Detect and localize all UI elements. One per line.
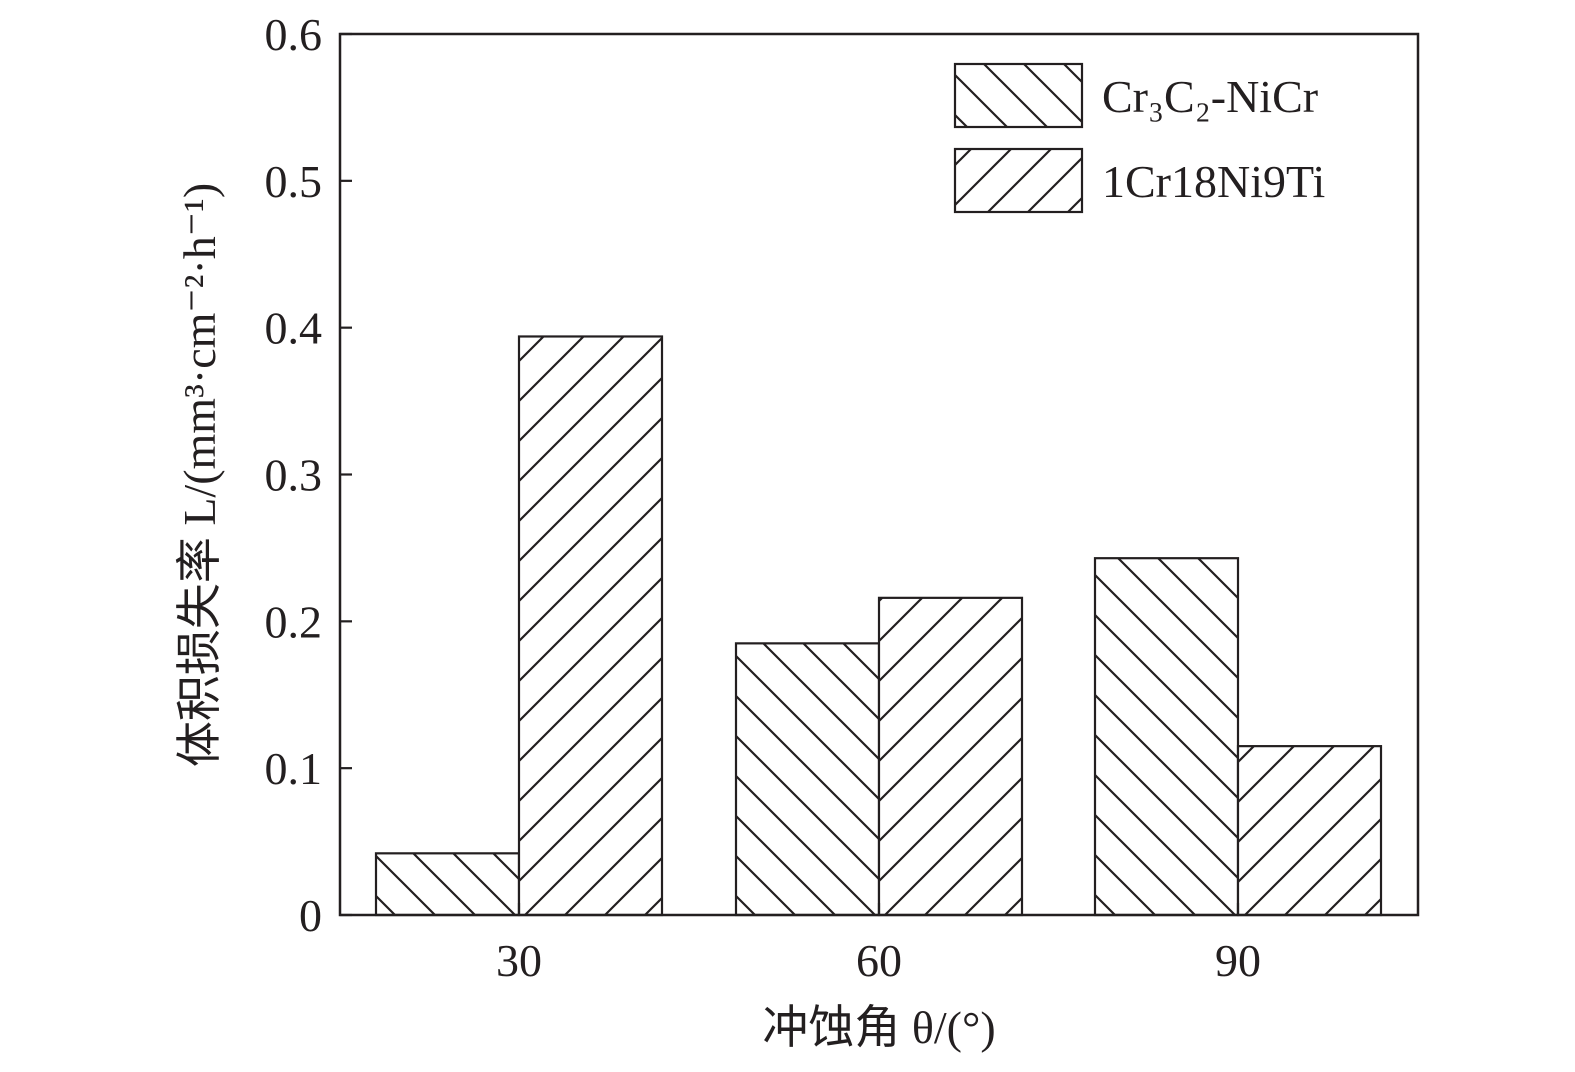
legend-label-1: Cr₃C₂-NiCr xyxy=(1102,71,1318,122)
bar-series1-90 xyxy=(1093,557,1240,917)
y-tick-label: 0.2 xyxy=(265,596,323,647)
y-tick-label: 0.4 xyxy=(265,303,323,354)
x-axis-title: 冲蚀角 θ/(°) xyxy=(762,1002,995,1053)
x-tick-label: 30 xyxy=(496,935,542,986)
y-tick-label: 0.5 xyxy=(265,156,323,207)
bars-layer xyxy=(374,335,1383,917)
bar-series2-30 xyxy=(517,335,664,917)
bar-series2-60 xyxy=(877,596,1024,917)
legend-label-2: 1Cr18Ni9Ti xyxy=(1102,156,1325,207)
y-axis-title: 体积损失率 L/(mm³·cm⁻²·h⁻¹) xyxy=(174,183,225,767)
legend-swatch-1 xyxy=(953,62,1084,129)
y-tick-label: 0.3 xyxy=(265,450,323,501)
y-tick-label: 0.6 xyxy=(265,9,323,60)
ticks-layer: 0 0.1 0.2 0.3 0.4 0.5 0.6 30 60 90 xyxy=(265,9,1262,986)
bar-series1-30 xyxy=(374,852,521,917)
bar-series1-60 xyxy=(734,642,881,917)
y-tick-label: 0 xyxy=(299,890,322,941)
x-tick-label: 90 xyxy=(1215,935,1261,986)
bar-series2-90 xyxy=(1236,745,1383,917)
legend: Cr₃C₂-NiCr 1Cr18Ni9Ti xyxy=(953,62,1325,214)
legend-swatch-2 xyxy=(953,147,1084,214)
x-tick-label: 60 xyxy=(856,935,902,986)
y-tick-label: 0.1 xyxy=(265,743,323,794)
